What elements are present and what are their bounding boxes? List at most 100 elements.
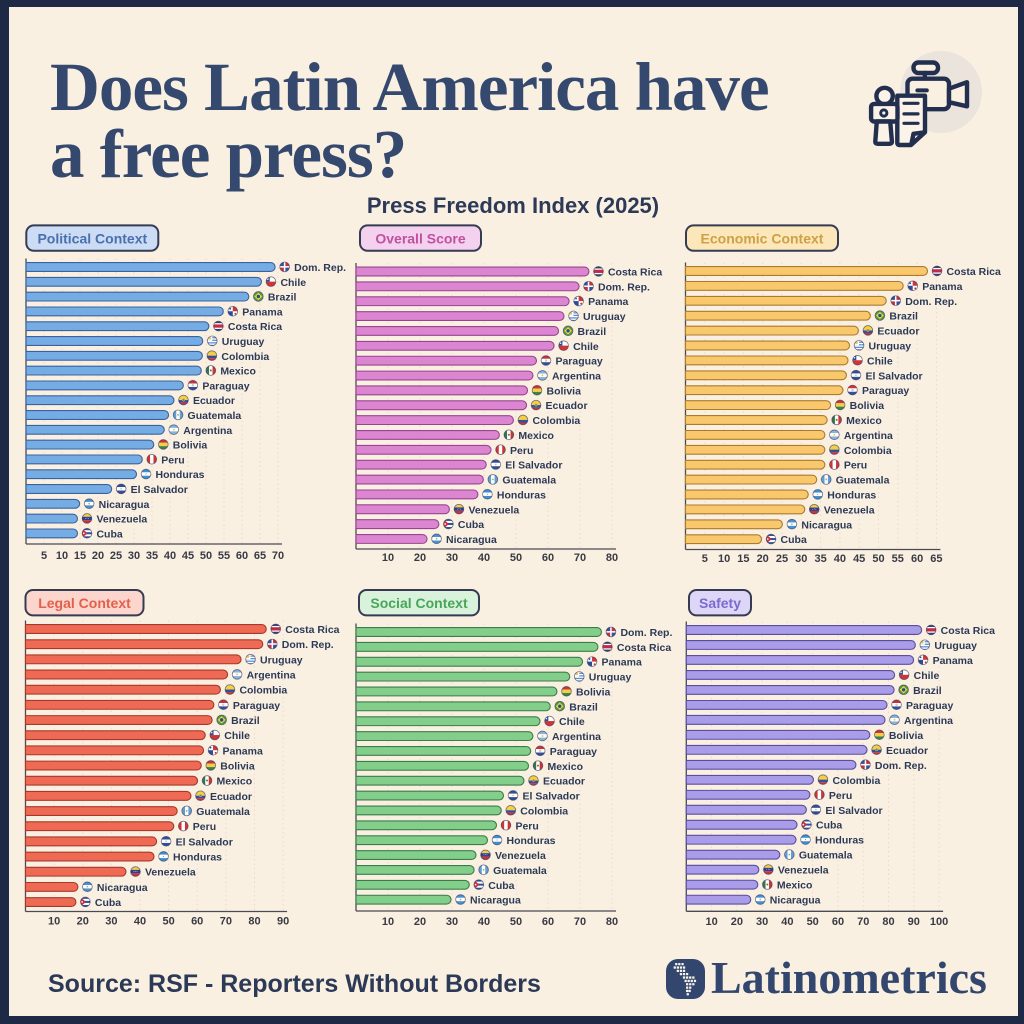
svg-text:a free press?: a free press? [50, 116, 406, 192]
svg-text:70: 70 [574, 916, 586, 928]
svg-text:Nicaragua: Nicaragua [801, 519, 852, 531]
svg-text:80: 80 [248, 916, 260, 928]
svg-text:40: 40 [834, 553, 846, 565]
svg-text:Honduras: Honduras [827, 490, 876, 502]
svg-text:Guatemala: Guatemala [502, 475, 556, 487]
svg-text:20: 20 [731, 916, 743, 928]
svg-text:Panama: Panama [223, 745, 263, 757]
svg-text:Ecuador: Ecuador [543, 776, 585, 788]
svg-text:60: 60 [191, 916, 203, 928]
svg-text:Peru: Peru [515, 820, 538, 832]
svg-text:55: 55 [218, 550, 230, 562]
svg-text:Dom. Rep.: Dom. Rep. [282, 639, 334, 651]
svg-text:60: 60 [832, 916, 844, 928]
svg-text:Colombia: Colombia [844, 445, 892, 457]
svg-text:Argentina: Argentina [552, 371, 601, 383]
svg-text:Costa Rica: Costa Rica [941, 625, 995, 637]
svg-text:Uruguay: Uruguay [222, 336, 265, 348]
svg-text:Venezuela: Venezuela [96, 514, 147, 526]
svg-text:Mexico: Mexico [547, 761, 583, 773]
svg-text:El Salvador: El Salvador [865, 370, 922, 382]
svg-text:Venezuela: Venezuela [495, 850, 546, 862]
svg-text:Panama: Panama [602, 657, 642, 669]
svg-text:Uruguay: Uruguay [589, 672, 632, 684]
svg-text:Mexico: Mexico [217, 776, 253, 788]
svg-text:65: 65 [254, 550, 266, 562]
svg-text:Economic Context: Economic Context [701, 230, 824, 246]
svg-text:10: 10 [56, 550, 68, 562]
svg-text:Panama: Panama [933, 655, 973, 667]
svg-text:10: 10 [48, 916, 60, 928]
svg-text:Political Context: Political Context [37, 230, 147, 246]
svg-text:Cuba: Cuba [781, 534, 807, 546]
svg-text:Mexico: Mexico [518, 430, 554, 442]
svg-text:Source: RSF - Reporters Withou: Source: RSF - Reporters Without Borders [48, 970, 541, 998]
svg-text:50: 50 [200, 550, 212, 562]
svg-text:50: 50 [872, 553, 884, 565]
svg-text:30: 30 [105, 916, 117, 928]
svg-text:Uruguay: Uruguay [869, 341, 912, 353]
svg-text:Nicaragua: Nicaragua [446, 534, 497, 546]
svg-text:Cuba: Cuba [458, 519, 484, 531]
svg-text:Bolivia: Bolivia [850, 400, 885, 412]
svg-text:El Salvador: El Salvador [505, 460, 562, 472]
svg-text:65: 65 [930, 553, 942, 565]
svg-text:Social Context: Social Context [370, 595, 468, 611]
svg-text:40: 40 [134, 916, 146, 928]
svg-text:Does Latin America have: Does Latin America have [50, 49, 769, 125]
svg-text:40: 40 [478, 916, 490, 928]
svg-text:Paraguay: Paraguay [233, 700, 280, 712]
svg-text:30: 30 [446, 916, 458, 928]
svg-text:Ecuador: Ecuador [210, 791, 252, 803]
svg-text:Chile: Chile [914, 670, 940, 682]
svg-text:Guatemala: Guatemala [799, 850, 853, 862]
svg-text:Cuba: Cuba [95, 897, 121, 909]
svg-text:20: 20 [414, 916, 426, 928]
svg-text:Guatemala: Guatemala [493, 865, 547, 877]
svg-text:Nicaragua: Nicaragua [97, 882, 148, 894]
svg-text:20: 20 [414, 552, 426, 564]
svg-text:Dom. Rep.: Dom. Rep. [905, 296, 957, 308]
svg-text:Peru: Peru [844, 460, 867, 472]
svg-text:40: 40 [478, 552, 490, 564]
svg-text:35: 35 [814, 553, 826, 565]
svg-text:Nicaragua: Nicaragua [470, 895, 521, 907]
svg-text:Brazil: Brazil [569, 701, 598, 713]
svg-text:Mexico: Mexico [220, 366, 256, 378]
svg-text:Cuba: Cuba [816, 820, 842, 832]
svg-text:20: 20 [757, 553, 769, 565]
svg-text:Uruguay: Uruguay [260, 654, 303, 666]
svg-text:90: 90 [908, 916, 920, 928]
svg-text:Brazil: Brazil [231, 715, 260, 727]
svg-text:Panama: Panama [242, 306, 282, 318]
svg-text:90: 90 [277, 916, 289, 928]
svg-text:Mexico: Mexico [846, 415, 882, 427]
svg-text:5: 5 [41, 550, 47, 562]
svg-text:Cuba: Cuba [96, 528, 122, 540]
svg-text:Argentina: Argentina [904, 715, 953, 727]
svg-text:Venezuela: Venezuela [468, 504, 519, 516]
svg-text:Ecuador: Ecuador [546, 400, 588, 412]
svg-text:Ecuador: Ecuador [193, 395, 235, 407]
svg-text:Paraguay: Paraguay [550, 746, 597, 758]
svg-text:Venezuela: Venezuela [778, 865, 829, 877]
svg-text:Peru: Peru [193, 821, 216, 833]
svg-text:35: 35 [146, 550, 158, 562]
svg-text:Brazil: Brazil [889, 311, 918, 323]
svg-text:Bolivia: Bolivia [576, 686, 611, 698]
svg-text:5: 5 [702, 553, 708, 565]
svg-text:60: 60 [236, 550, 248, 562]
svg-text:Argentina: Argentina [552, 731, 601, 743]
svg-text:Uruguay: Uruguay [934, 640, 977, 652]
svg-text:Overall Score: Overall Score [375, 230, 465, 246]
svg-text:60: 60 [542, 916, 554, 928]
svg-text:Paraguay: Paraguay [862, 385, 909, 397]
svg-text:Argentina: Argentina [844, 430, 893, 442]
svg-text:Chile: Chile [280, 277, 306, 289]
svg-text:El Salvador: El Salvador [825, 805, 882, 817]
svg-text:10: 10 [382, 916, 394, 928]
svg-text:Panama: Panama [922, 281, 962, 293]
svg-text:45: 45 [182, 550, 194, 562]
svg-text:Honduras: Honduras [497, 489, 546, 501]
svg-text:70: 70 [857, 916, 869, 928]
